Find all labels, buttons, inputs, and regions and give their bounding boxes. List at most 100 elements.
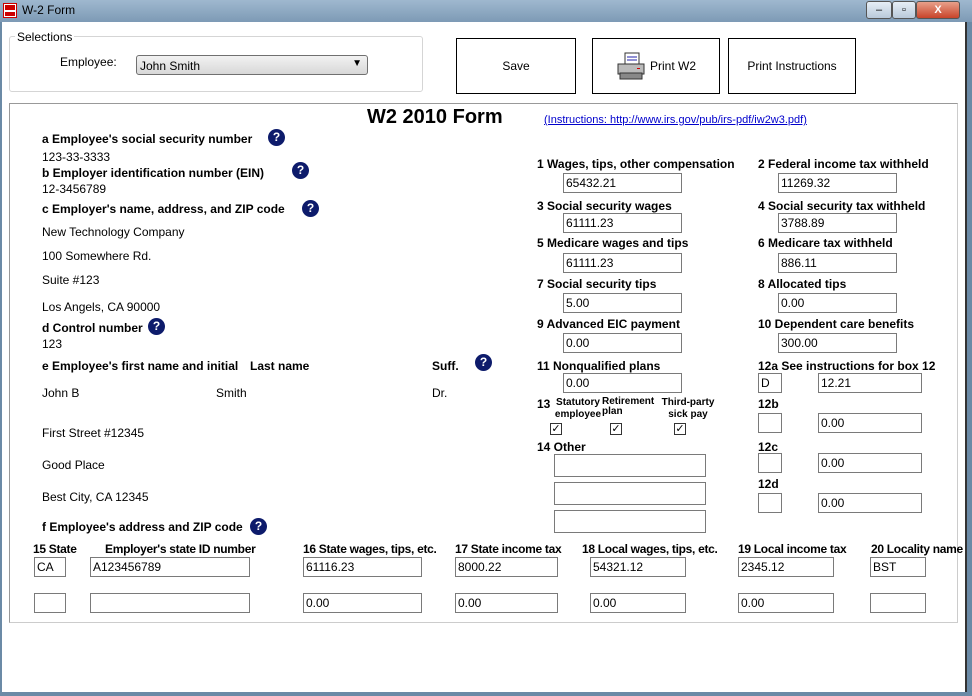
selections-group (9, 36, 423, 92)
box12d-label: 12d (758, 477, 779, 491)
box5-input[interactable]: 61111.23 (563, 253, 682, 273)
minimize-button[interactable]: – (866, 1, 892, 19)
help-icon[interactable]: ? (250, 518, 267, 535)
box3-label: 3 Social security wages (537, 199, 672, 213)
box12a-amount-input[interactable]: 12.21 (818, 373, 922, 393)
state-id-input[interactable] (90, 593, 250, 613)
box1-label: 1 Wages, tips, other compensation (537, 157, 735, 171)
employee-label: Employee: (60, 55, 117, 69)
box-e-label: e Employee's first name and initial (42, 359, 239, 373)
print-w2-button[interactable]: Print W2 (592, 38, 720, 94)
box6-label: 6 Medicare tax withheld (758, 236, 893, 250)
state-input[interactable]: CA (34, 557, 66, 577)
employer-line: New Technology Company (42, 225, 185, 239)
help-icon[interactable]: ? (475, 354, 492, 371)
employee-address-line: Good Place (42, 458, 105, 472)
employer-line: Los Angels, CA 90000 (42, 300, 161, 314)
printer-icon (617, 52, 645, 80)
box12d-amount-input[interactable]: 0.00 (818, 493, 922, 513)
state-input[interactable] (34, 593, 66, 613)
locality-input[interactable] (870, 593, 926, 613)
box12b-amount-input[interactable]: 0.00 (818, 413, 922, 433)
close-button[interactable]: X (916, 1, 960, 19)
employee-address-line: First Street #12345 (42, 426, 145, 440)
state-tax-input[interactable]: 8000.22 (455, 557, 558, 577)
box9-label: 9 Advanced EIC payment (537, 317, 680, 331)
help-icon[interactable]: ? (268, 129, 285, 146)
local-wages-input[interactable]: 0.00 (590, 593, 686, 613)
box8-input[interactable]: 0.00 (778, 293, 897, 313)
state-id-input[interactable]: A123456789 (90, 557, 250, 577)
maximize-button[interactable]: ▫ (892, 1, 916, 19)
box12b-label: 12b (758, 397, 779, 411)
last-name-value: Smith (216, 386, 247, 400)
box-d-label: d Control number (42, 321, 143, 335)
box-a-value: 123-33-3333 (42, 150, 111, 164)
suffix-value: Dr. (432, 386, 448, 400)
employer-line: Suite #123 (42, 273, 100, 287)
third-party-sick-pay-checkbox[interactable]: ✓ (674, 423, 686, 435)
box-c-label: c Employer's name, address, and ZIP code (42, 202, 285, 216)
box18-header: 18 Local wages, tips, etc. (582, 542, 718, 556)
box12c-code-input[interactable] (758, 453, 782, 473)
box-b-label: b Employer identification number (EIN) (42, 166, 265, 180)
box12c-label: 12c (758, 440, 779, 454)
box12c-amount-input[interactable]: 0.00 (818, 453, 922, 473)
box-b-value: 12-3456789 (42, 182, 107, 196)
box4-input[interactable]: 3788.89 (778, 213, 897, 233)
box2-label: 2 Federal income tax withheld (758, 157, 929, 171)
chevron-down-icon: ▼ (352, 58, 362, 69)
box14-input[interactable] (554, 454, 706, 477)
box12b-code-input[interactable] (758, 413, 782, 433)
state-wages-input[interactable]: 0.00 (303, 593, 422, 613)
box12d-code-input[interactable] (758, 493, 782, 513)
local-wages-input[interactable]: 54321.12 (590, 557, 686, 577)
box11-input[interactable]: 0.00 (563, 373, 682, 393)
instructions-link[interactable]: (Instructions: http://www.irs.gov/pub/ir… (544, 114, 807, 126)
box2-input[interactable]: 11269.32 (778, 173, 897, 193)
first-name-value: John B (42, 386, 80, 400)
last-name-label: Last name (250, 359, 310, 373)
box16-header: 16 State wages, tips, etc. (303, 542, 437, 556)
print-instructions-button[interactable]: Print Instructions (728, 38, 856, 94)
box7-label: 7 Social security tips (537, 277, 657, 291)
box17-header: 17 State income tax (455, 542, 562, 556)
employee-address-line: Best City, CA 12345 (42, 490, 149, 504)
save-button[interactable]: Save (456, 38, 576, 94)
suffix-label: Suff. (432, 359, 459, 373)
state-tax-input[interactable]: 0.00 (455, 593, 558, 613)
help-icon[interactable]: ? (302, 200, 319, 217)
box4-label: 4 Social security tax withheld (758, 199, 926, 213)
box15-header: 15 State (33, 542, 77, 556)
local-tax-input[interactable]: 2345.12 (738, 557, 834, 577)
box3-input[interactable]: 61111.23 (563, 213, 682, 233)
retirement-plan-checkbox[interactable]: ✓ (610, 423, 622, 435)
box12a-code-input[interactable]: D (758, 373, 782, 393)
box6-input[interactable]: 886.11 (778, 253, 897, 273)
box14-input[interactable] (554, 482, 706, 505)
statutory-employee-checkbox[interactable]: ✓ (550, 423, 562, 435)
box1-input[interactable]: 65432.21 (563, 173, 682, 193)
statutory-employee-label: Statutory employee (554, 397, 602, 420)
help-icon[interactable]: ? (292, 162, 309, 179)
w2-form-panel (9, 103, 958, 623)
box-f-label: f Employee's address and ZIP code (42, 520, 243, 534)
box8-label: 8 Allocated tips (758, 277, 847, 291)
box14-input[interactable] (554, 510, 706, 533)
local-tax-input[interactable]: 0.00 (738, 593, 834, 613)
state-wages-input[interactable]: 61116.23 (303, 557, 422, 577)
employee-select[interactable]: John Smith ▼ (136, 55, 368, 75)
locality-input[interactable]: BST (870, 557, 926, 577)
selections-legend: Selections (15, 30, 75, 44)
box20-header: 20 Locality name (871, 542, 963, 556)
box9-input[interactable]: 0.00 (563, 333, 682, 353)
box-a-label: a Employee's social security number (42, 132, 253, 146)
box14-label: 14 Other (537, 440, 586, 454)
box7-input[interactable]: 5.00 (563, 293, 682, 313)
retirement-plan-label: Retirement plan (602, 396, 655, 417)
window-title: W-2 Form (22, 3, 76, 17)
box10-input[interactable]: 300.00 (778, 333, 897, 353)
box-d-value: 123 (42, 337, 63, 351)
employee-select-value: John Smith (140, 59, 201, 73)
help-icon[interactable]: ? (148, 318, 165, 335)
